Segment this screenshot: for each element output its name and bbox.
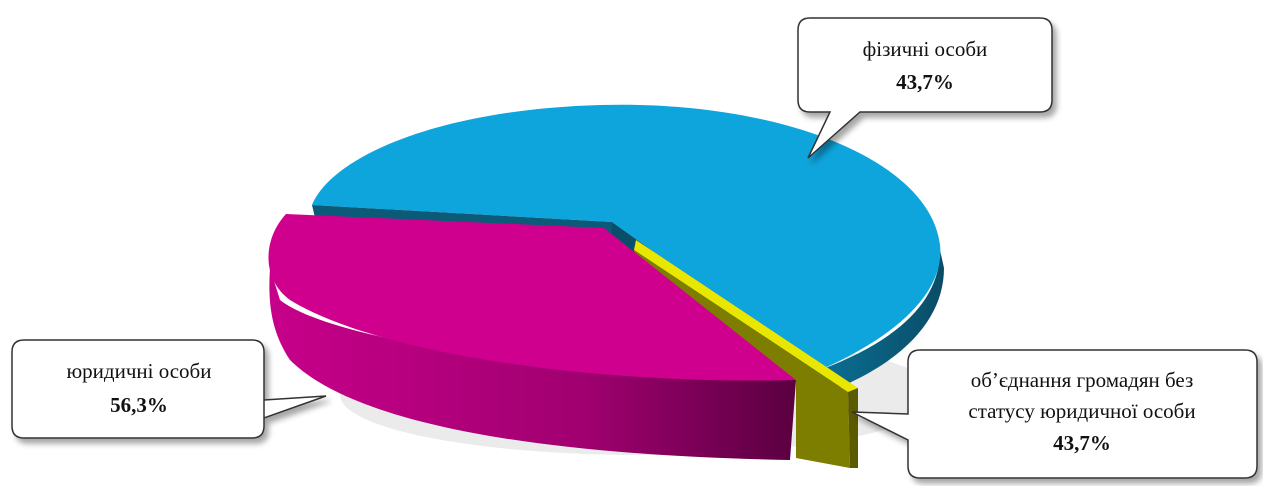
callout-fizychni-box [797, 17, 1053, 159]
callout-obiednannia-box [851, 349, 1258, 479]
callout-fizychni-value: 43,7% [896, 70, 954, 94]
callout-obiednannia-value: 43,7% [1053, 431, 1111, 455]
slice-yurydychni-top [268, 214, 796, 381]
slice-obiednannia-top [634, 240, 858, 392]
callout-yurydychni-box [11, 339, 327, 439]
callout-fizychni-label: фізичні особи [863, 37, 988, 61]
callout-yurydychni [11, 339, 327, 439]
slice-yurydychni [268, 214, 796, 460]
slice-fizychni-top [312, 104, 941, 370]
slice-obiednannia-edge [848, 388, 858, 468]
callout-obiednannia-label-line1: об’єднання громадян без [971, 368, 1194, 392]
callout-fizychni [797, 17, 1053, 159]
callout-yurydychni-value: 56,3% [110, 393, 168, 417]
callout-obiednannia [851, 349, 1258, 479]
callout-yurydychni-label: юридичні особи [66, 359, 211, 383]
callout-obiednannia-label-line2: статусу юридичної особи [968, 399, 1195, 423]
